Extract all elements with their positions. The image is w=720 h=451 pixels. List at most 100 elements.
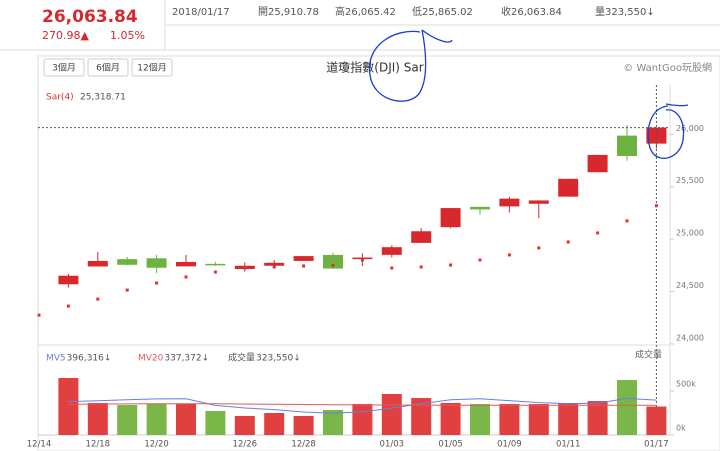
button-label[interactable]: 6個月 (96, 62, 120, 74)
button-box[interactable] (43, 58, 85, 77)
button-box[interactable] (131, 58, 173, 77)
legend-value: 323,550↓ (256, 354, 301, 364)
sar-dot (272, 265, 276, 269)
x-tick-label: 01/05 (438, 440, 463, 450)
x-tick-label: 01/17 (644, 440, 669, 450)
candle-body (499, 198, 520, 207)
volume-bar (323, 410, 343, 435)
volume-bar (264, 413, 285, 435)
candle-body (617, 135, 637, 156)
legend-value: 25,318.71 (80, 93, 126, 103)
candle-body (558, 178, 579, 197)
ma-line (68, 403, 657, 406)
sar-dot (537, 246, 541, 250)
x-tick-label: 12/14 (27, 440, 52, 450)
sar-dot (37, 313, 41, 317)
volume-bar (499, 404, 520, 435)
candle-body (646, 127, 667, 144)
button[interactable]: 3個月 (43, 58, 85, 77)
volume-bar (440, 402, 461, 435)
source: © WantGoo玩股網 (623, 61, 712, 74)
y-tick-label: 26,000 (676, 124, 704, 133)
candle-body (411, 231, 432, 243)
high: 高26,065.42 (335, 5, 396, 18)
volume-bar (293, 415, 314, 435)
candle-body (146, 258, 167, 268)
button[interactable]: 12個月 (131, 58, 173, 77)
legend-name: Sar(4) (46, 93, 74, 103)
x-tick-label: 12/20 (144, 440, 169, 450)
change-pct: 1.05% (110, 29, 145, 42)
sar-dot (449, 263, 453, 267)
low: 低25,865.02 (412, 5, 473, 18)
sar-dot (66, 304, 70, 308)
plot: 24,000 24,500 25,000 25,500 26,000 Sar(4) 25,3… (27, 85, 704, 450)
volume-bar (117, 404, 138, 435)
candle-body (87, 260, 108, 267)
sar-dot (478, 258, 482, 262)
volume-bar (352, 404, 373, 435)
x-tick-label: 01/09 (497, 440, 522, 450)
x-tick-label: 12/28 (291, 440, 316, 450)
sar-dot (125, 288, 129, 292)
candle-body (205, 263, 226, 266)
button-label[interactable]: 3個月 (52, 62, 76, 74)
candle-body (470, 206, 490, 210)
sar-dot (184, 275, 188, 279)
ma-line (68, 397, 657, 414)
annotation (368, 29, 453, 102)
volume-bar (470, 404, 490, 435)
volume-bar (176, 404, 196, 435)
x-tick-label: 12/26 (233, 440, 258, 450)
volume-bar (234, 415, 255, 435)
y-tick-label: 0k (676, 424, 686, 433)
volume-bar (205, 410, 226, 435)
y-tick-label: 25,500 (676, 176, 704, 185)
candle-body (323, 254, 343, 269)
sar-dot (507, 253, 511, 257)
y-tick-label: 24,500 (676, 281, 704, 290)
annotation (647, 103, 689, 159)
volume-bar (558, 402, 579, 435)
sar-dot (302, 264, 306, 268)
panel (37, 55, 720, 451)
axis-label: 成交量 (635, 349, 662, 361)
x-tick-label: 12/18 (86, 440, 111, 450)
date: 2018/01/17 (172, 7, 230, 18)
volume-bar (646, 406, 667, 435)
sar-dot (360, 258, 364, 262)
volume-bar (528, 404, 549, 435)
y-tick-label: 500k (676, 380, 696, 389)
sar-dot (596, 231, 600, 235)
legend-name: MV20 (138, 354, 164, 364)
sar-dot (625, 219, 629, 223)
legend-value: 337,372↓ (164, 354, 209, 364)
volume-bar (411, 398, 432, 435)
y-tick-label: 24,000 (676, 333, 704, 342)
sar-dot (419, 265, 423, 269)
volume-bar (617, 380, 637, 435)
button-label[interactable]: 12個月 (137, 62, 166, 74)
volume-bar (587, 401, 608, 435)
sar-dot (654, 204, 658, 208)
button-box[interactable] (87, 58, 129, 77)
candle-body (264, 262, 285, 266)
x-tick-label: 01/11 (556, 440, 581, 450)
volume-bar (146, 404, 167, 435)
y-tick-label: 25,000 (676, 229, 704, 238)
volume-bar (58, 377, 79, 435)
sar-dot (155, 281, 159, 285)
candle-body (176, 261, 196, 267)
sar-dot (96, 297, 100, 301)
button[interactable]: 6個月 (87, 58, 129, 77)
candle-body (352, 257, 373, 260)
sar-dot (243, 266, 247, 270)
candle-body (528, 200, 549, 204)
legend-name: 成交量 (228, 352, 255, 364)
volume-bar (381, 393, 402, 435)
candle-body (117, 259, 138, 265)
sar-dot (331, 263, 335, 267)
volume: 量323,550↓ (595, 6, 655, 18)
candle-body (58, 275, 79, 285)
